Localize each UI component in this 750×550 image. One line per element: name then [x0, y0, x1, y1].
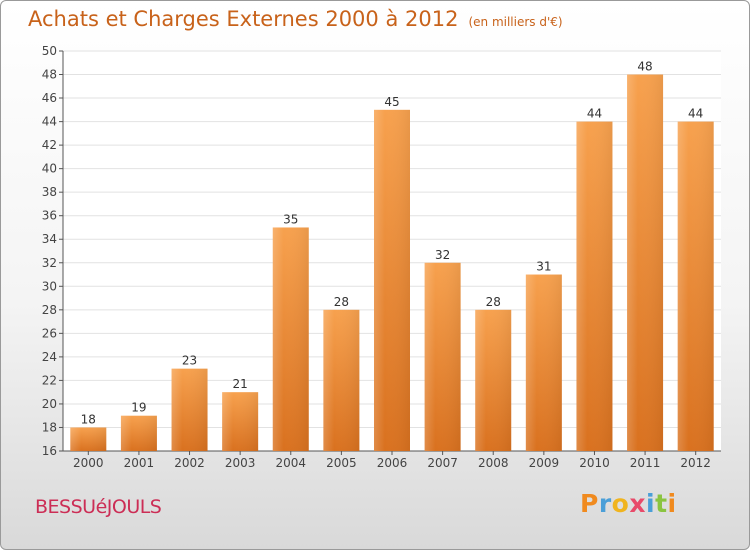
y-tick-label: 42 — [42, 138, 57, 152]
brand-letter: t — [655, 489, 668, 518]
y-tick-label: 40 — [42, 162, 57, 176]
y-tick-label: 26 — [42, 326, 57, 340]
chart-title-text: Achats et Charges Externes 2000 à 2012 — [28, 7, 459, 31]
x-tick-label-2009: 2009 — [529, 456, 560, 470]
y-tick-label: 30 — [42, 279, 57, 293]
bar-shade-2010 — [576, 121, 613, 452]
chart-subtitle: (en milliers d'€) — [468, 15, 563, 29]
brand-letter: P — [580, 489, 599, 518]
bar-shade-2003 — [222, 392, 259, 451]
bars — [70, 74, 714, 452]
brand-letter: x — [629, 489, 646, 518]
x-tick-label-2001: 2001 — [124, 456, 155, 470]
y-tick-label: 50 — [42, 44, 57, 58]
data-label-2005: 28 — [334, 295, 349, 309]
chart-title: Achats et Charges Externes 2000 à 2012 (e… — [28, 7, 563, 31]
bar-shade-2007 — [424, 262, 461, 451]
x-tick-label-2004: 2004 — [275, 456, 306, 470]
bar-shade-2004 — [272, 227, 309, 451]
data-label-2007: 32 — [435, 248, 450, 262]
y-tick-label: 20 — [42, 397, 57, 411]
x-tick-label-2006: 2006 — [377, 456, 408, 470]
y-tick-label: 28 — [42, 303, 57, 317]
data-label-2008: 28 — [486, 295, 501, 309]
brand-logo: Proxiti — [580, 489, 677, 518]
y-tick-label: 18 — [42, 420, 57, 434]
city-name: BESSUéJOULS — [35, 496, 162, 518]
bar-shade-2002 — [171, 368, 208, 451]
y-tick-label: 44 — [42, 115, 57, 129]
brand-letter: o — [611, 489, 630, 518]
y-tick-label: 16 — [42, 444, 57, 458]
brand-letter: i — [646, 489, 656, 518]
y-tick-label: 22 — [42, 373, 57, 387]
y-tick-label: 24 — [42, 350, 57, 364]
x-tick-label-2007: 2007 — [427, 456, 458, 470]
bar-shade-2005 — [323, 309, 360, 451]
bar-shade-2006 — [374, 109, 410, 451]
data-label-2003: 21 — [233, 377, 248, 391]
data-label-2006: 45 — [384, 95, 399, 109]
bar-shade-2012 — [677, 121, 714, 452]
x-tick-label-2011: 2011 — [630, 456, 661, 470]
data-label-2001: 19 — [131, 401, 146, 415]
bar-shade-2008 — [475, 309, 512, 451]
y-tick-label: 34 — [42, 232, 57, 246]
x-tick-label-2005: 2005 — [326, 456, 357, 470]
y-tick-label: 32 — [42, 256, 57, 270]
y-tick-label: 48 — [42, 68, 57, 82]
x-tick-label-2012: 2012 — [680, 456, 711, 470]
data-labels: 18 19 23 21 35 28 45 32 28 31 44 48 44 — [81, 60, 704, 427]
x-tick-label-2008: 2008 — [478, 456, 509, 470]
x-tick-label-2003: 2003 — [225, 456, 256, 470]
data-label-2012: 44 — [688, 107, 703, 121]
y-tick-label: 36 — [42, 209, 57, 223]
y-tick-label: 38 — [42, 185, 57, 199]
bar-shade-2009 — [525, 274, 562, 451]
bar-shade-2000 — [70, 427, 107, 451]
axes: 16 18 20 22 24 26 28 30 32 34 36 38 40 42 44 46 48 50 2000… — [42, 44, 721, 470]
y-tick-label: 46 — [42, 91, 57, 105]
x-tick-label-2000: 2000 — [73, 456, 104, 470]
bar-shade-2001 — [120, 415, 157, 451]
brand-letter: i — [667, 489, 677, 518]
x-tick-label-2010: 2010 — [579, 456, 610, 470]
data-label-2011: 48 — [637, 60, 652, 74]
data-label-2000: 18 — [81, 412, 96, 426]
bar-shade-2011 — [627, 74, 664, 451]
brand-letter: r — [598, 489, 612, 518]
x-tick-label-2002: 2002 — [174, 456, 205, 470]
data-label-2009: 31 — [536, 260, 551, 274]
data-label-2010: 44 — [587, 107, 602, 121]
data-label-2004: 35 — [283, 212, 298, 226]
data-label-2002: 23 — [182, 354, 197, 368]
